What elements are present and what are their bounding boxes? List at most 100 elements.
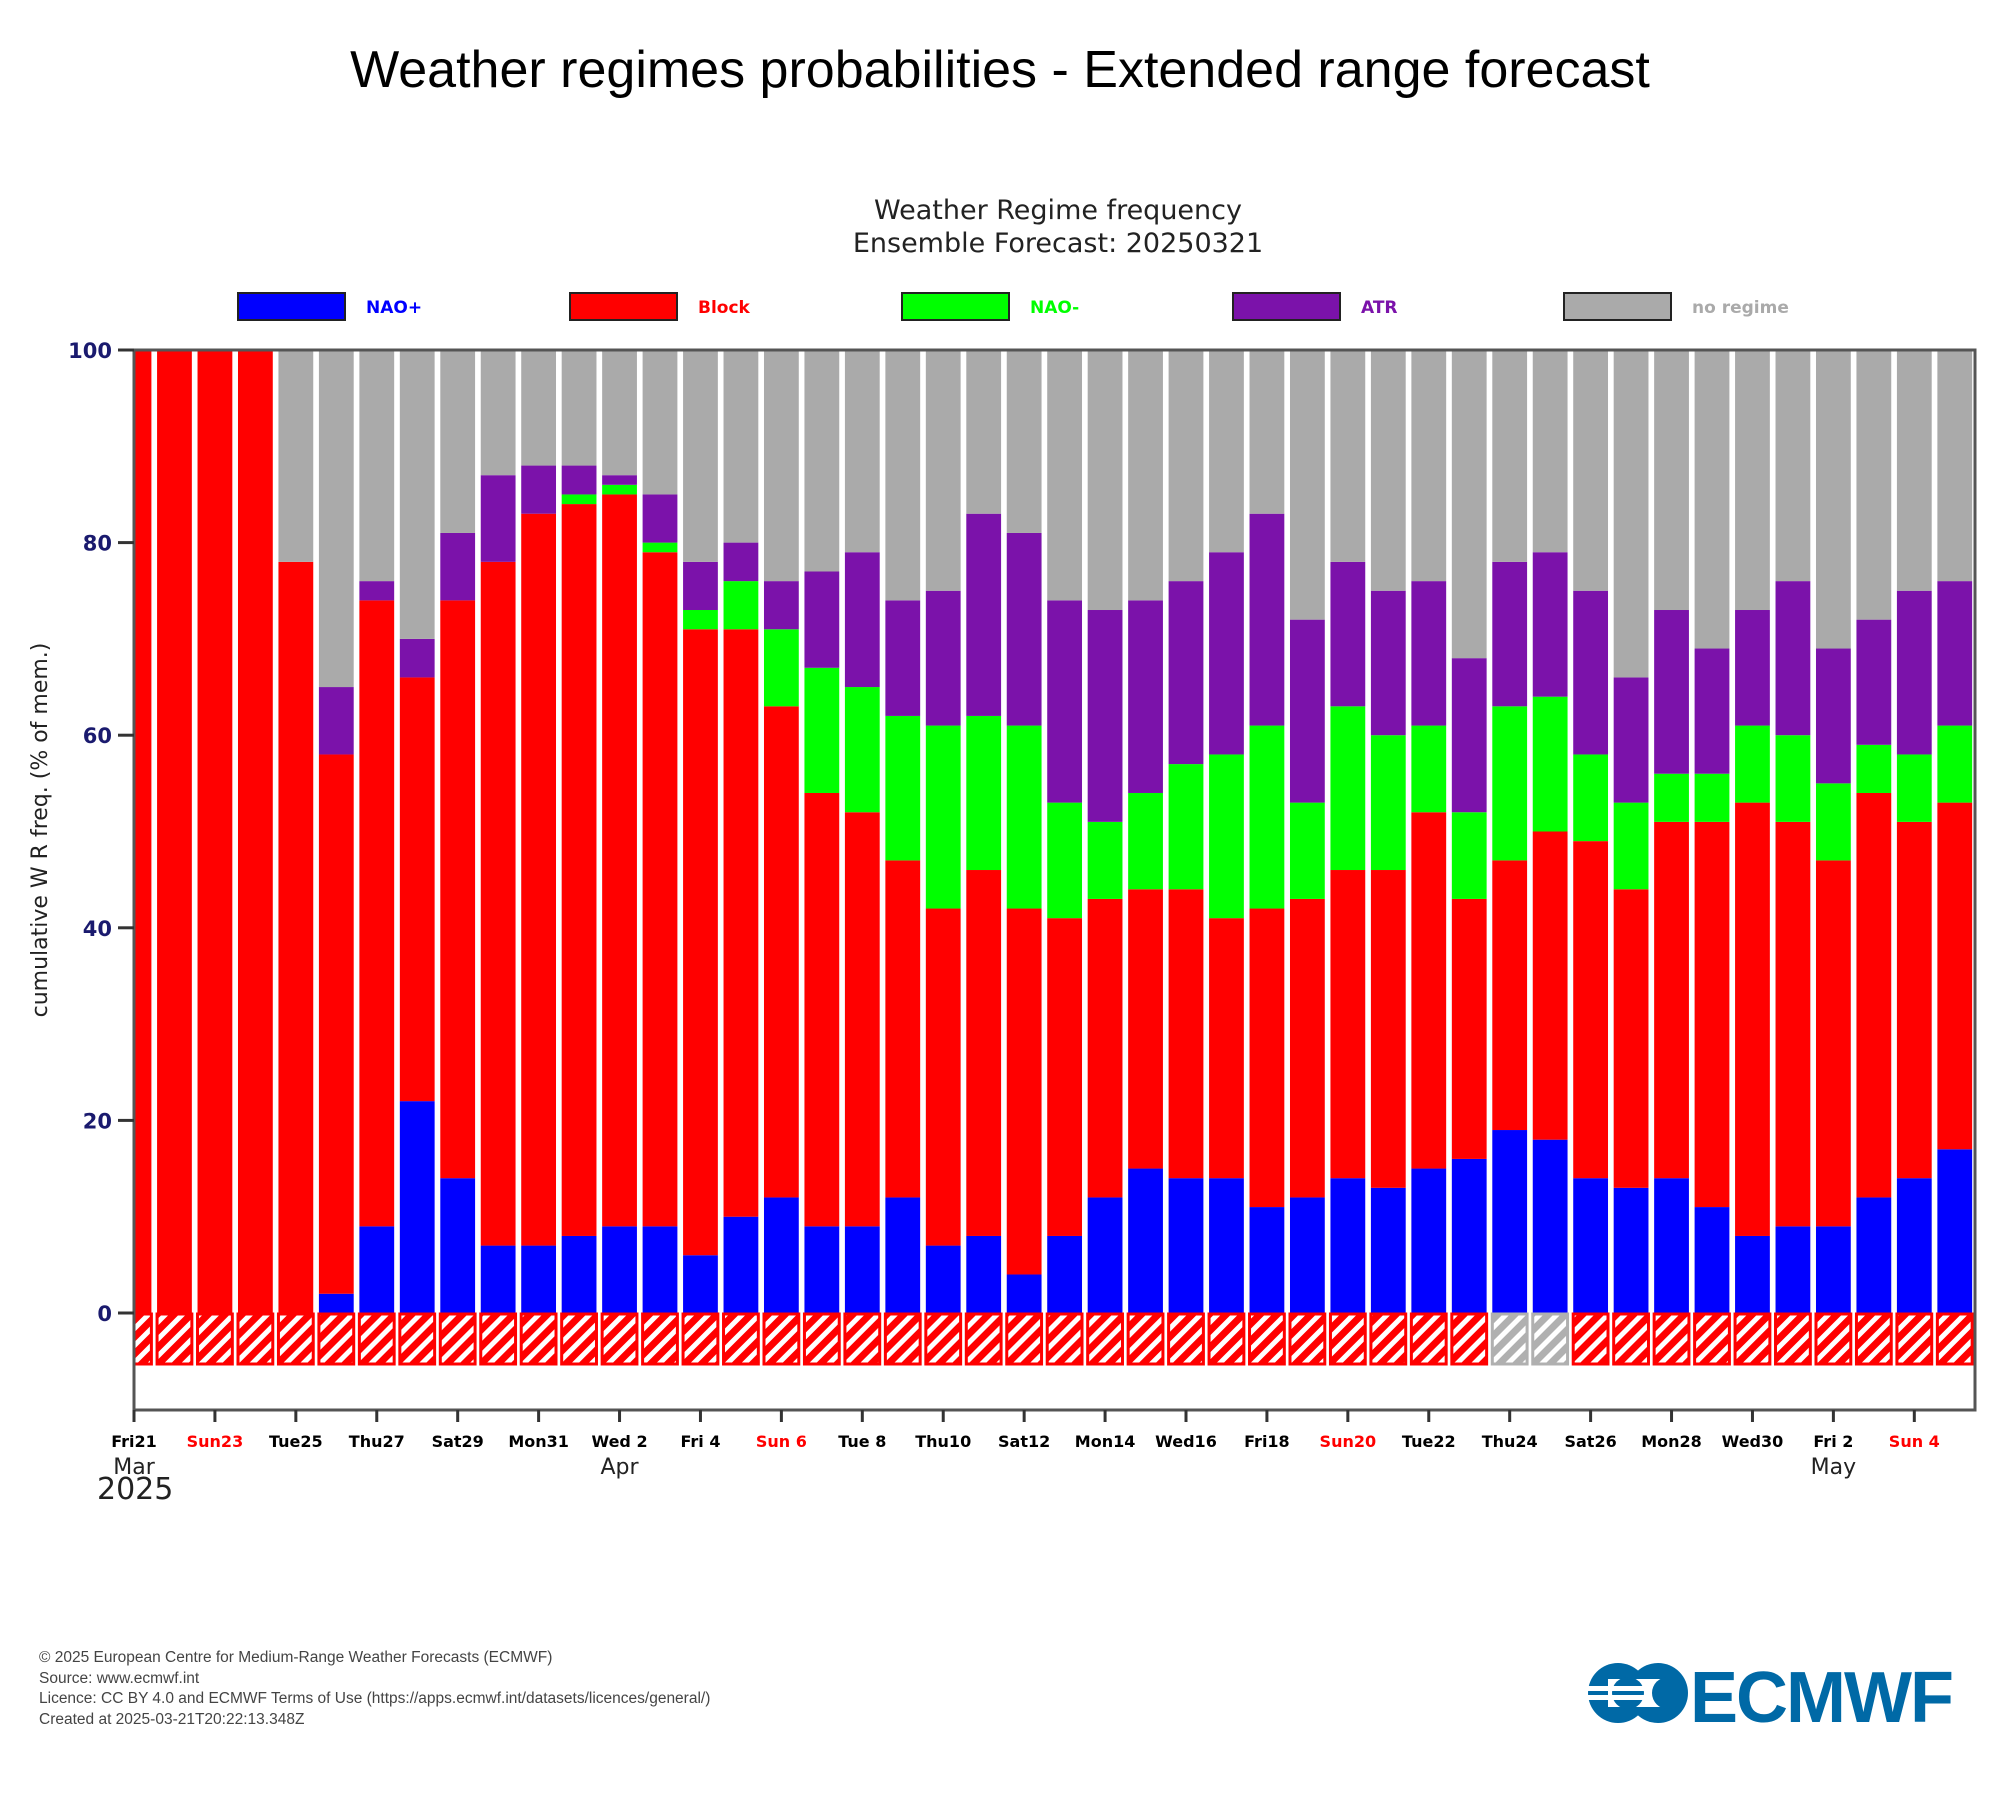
- strip-cell-2025-03-26: [317, 1312, 356, 1366]
- bar-segment-nao--2025-04-05: [723, 581, 759, 630]
- ecmwf-logo: ECMWF: [1588, 1658, 1954, 1735]
- bar-segment-block-2025-05-01: [1775, 821, 1811, 1227]
- bar-segment-no-regime-2025-05-03: [1856, 350, 1892, 620]
- bar-segment-nao--2025-05-05: [1937, 725, 1973, 803]
- bar-segment-block-2025-04-26: [1573, 841, 1609, 1179]
- strip-cell-2025-04-04: [681, 1312, 720, 1366]
- x-tick-label: Sun23: [187, 1432, 244, 1451]
- bar-segment-nao--2025-04-17: [1209, 1178, 1244, 1313]
- bar-segment-nao--2025-04-04: [683, 610, 718, 630]
- bar-segment-no-regime-2025-03-27: [359, 350, 395, 582]
- bar-segment-atr-2025-04-12: [1006, 532, 1042, 726]
- legend-item-atr: ATR: [1232, 292, 1398, 321]
- legend-swatch: [237, 292, 346, 321]
- bar-segment-nao--2025-04-28: [1654, 773, 1689, 822]
- strip-cell-2025-03-23: [196, 1312, 234, 1366]
- bar-segment-block-2025-05-02: [1815, 860, 1851, 1227]
- x-tick-label: Sat12: [998, 1432, 1050, 1451]
- bar-segment-no-regime-2025-04-03: [642, 350, 678, 495]
- bar-segment-block-2025-03-30: [480, 561, 516, 1246]
- bar-segment-block-2025-03-25: [278, 561, 314, 1313]
- bar-segment-nao--2025-05-01: [1775, 1226, 1811, 1313]
- bar-segment-nao--2025-04-18: [1249, 1207, 1285, 1313]
- bar-segment-nao--2025-04-14: [1087, 1197, 1123, 1313]
- bar-segment-nao--2025-04-22: [1411, 1168, 1447, 1313]
- bar-segment-nao--2025-04-22: [1411, 725, 1447, 813]
- bar-segment-no-regime-2025-04-15: [1128, 350, 1163, 601]
- bar-segment-no-regime-2025-04-19: [1289, 350, 1325, 620]
- legend-label: no regime: [1692, 298, 1789, 318]
- x-tick-label: Thu24: [1482, 1432, 1538, 1451]
- month-label: Mar: [113, 1455, 155, 1480]
- chart-title: Weather Regime frequency: [874, 195, 1242, 226]
- bar-segment-no-regime-2025-03-31: [521, 350, 557, 466]
- strip-cell-2025-04-10: [924, 1312, 963, 1366]
- strip-cell-2025-04-09: [883, 1312, 922, 1366]
- strip-cell-2025-04-07: [802, 1312, 841, 1366]
- bar-segment-nao--2025-04-24: [1492, 706, 1528, 861]
- bar-segment-atr-2025-04-14: [1087, 610, 1123, 822]
- strip-cell-2025-04-19: [1288, 1312, 1327, 1366]
- bar-segment-block-2025-04-15: [1128, 889, 1163, 1169]
- bar-segment-block-2025-04-03: [642, 552, 678, 1227]
- strip-cell-2025-04-20: [1328, 1312, 1367, 1366]
- bar-segment-atr-2025-04-10: [925, 590, 961, 726]
- bar-segment-nao--2025-04-07: [804, 1226, 840, 1313]
- bar-segment-nao--2025-04-23: [1451, 1158, 1487, 1313]
- y-tick-label: 40: [83, 917, 112, 941]
- bar-segment-no-regime-2025-04-13: [1047, 350, 1083, 601]
- bar-segment-nao--2025-04-21: [1370, 1187, 1406, 1313]
- bar-segment-atr-2025-04-28: [1654, 610, 1689, 774]
- bar-segment-block-2025-04-16: [1168, 889, 1204, 1179]
- bar-segment-block-2025-05-03: [1856, 792, 1892, 1198]
- bar-segment-block-2025-03-21: [134, 350, 152, 1313]
- bar-segment-atr-2025-04-05: [723, 542, 759, 582]
- bar-segment-no-regime-2025-04-25: [1532, 350, 1568, 553]
- bar-segment-block-2025-03-22: [157, 350, 192, 1313]
- bar-segment-nao--2025-04-11: [966, 715, 1002, 871]
- bar-segment-block-2025-03-29: [440, 600, 476, 1179]
- bar-segment-atr-2025-04-07: [804, 571, 840, 668]
- bar-segment-no-regime-2025-04-14: [1087, 350, 1123, 611]
- strip-cell-2025-03-24: [236, 1312, 275, 1366]
- bar-segment-no-regime-2025-05-01: [1775, 350, 1811, 582]
- strip-cell-2025-03-22: [155, 1312, 194, 1366]
- strip-cell-2025-04-28: [1652, 1312, 1691, 1366]
- strip-cell-2025-04-21: [1369, 1312, 1408, 1366]
- strip-cell-2025-05-05: [1935, 1312, 1974, 1366]
- bar-segment-nao--2025-04-19: [1289, 1197, 1325, 1313]
- strip-cell-2025-04-08: [843, 1312, 882, 1366]
- strip-cell-2025-04-25: [1531, 1312, 1570, 1366]
- bar-segment-nao--2025-04-29: [1694, 1207, 1730, 1313]
- bar-segment-nao--2025-04-18: [1249, 725, 1285, 909]
- copyright-text: © 2025 European Centre for Medium-Range …: [39, 1649, 553, 1666]
- bar-segment-no-regime-2025-04-02: [602, 350, 637, 476]
- bar-segment-nao--2025-04-16: [1168, 1178, 1204, 1313]
- bar-segment-nao--2025-04-24: [1492, 1130, 1528, 1313]
- bar-segment-block-2025-04-30: [1735, 802, 1770, 1236]
- bar-segment-no-regime-2025-04-16: [1168, 350, 1204, 582]
- bar-segment-nao--2025-05-04: [1896, 1178, 1932, 1313]
- strip-cell-2025-04-18: [1248, 1312, 1286, 1366]
- year-label: 2025: [97, 1472, 173, 1507]
- bar-segment-block-2025-03-31: [521, 513, 557, 1246]
- strip-cell-2025-04-05: [722, 1312, 760, 1366]
- bar-segment-nao--2025-04-03: [642, 1226, 678, 1313]
- bar-segment-atr-2025-04-21: [1370, 590, 1406, 736]
- bar-segment-nao--2025-04-28: [1654, 1178, 1689, 1313]
- x-tick-label: Fri21: [111, 1432, 157, 1451]
- plot-frame: [132, 348, 1977, 1412]
- bar-segment-nao--2025-04-02: [602, 484, 637, 495]
- x-tick-label: Fri 2: [1813, 1432, 1853, 1451]
- bar-segment-block-2025-04-29: [1694, 821, 1730, 1208]
- bar-segment-atr-2025-04-29: [1694, 648, 1730, 774]
- y-tick-label: 20: [83, 1109, 112, 1133]
- bar-segment-atr-2025-03-30: [480, 475, 516, 562]
- bar-segment-no-regime-2025-04-20: [1330, 350, 1366, 562]
- legend-label: ATR: [1361, 298, 1398, 318]
- bar-segment-atr-2025-05-01: [1775, 581, 1811, 736]
- bar-segment-nao--2025-04-25: [1532, 1139, 1568, 1313]
- month-label: Apr: [601, 1455, 640, 1480]
- strip-cell-2025-04-26: [1571, 1312, 1610, 1366]
- bar-segment-nao--2025-05-01: [1775, 735, 1811, 822]
